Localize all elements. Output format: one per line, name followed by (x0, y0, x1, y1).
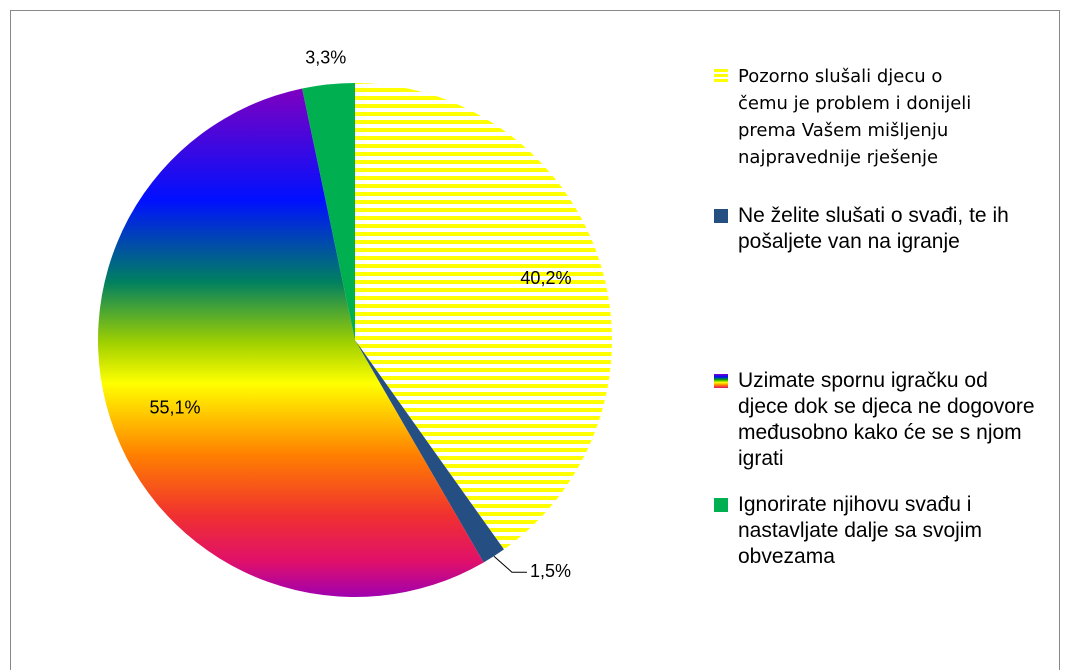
legend-label: Ignorirate njihovu svađu i nastavljate d… (738, 493, 982, 568)
data-label: 55,1% (149, 398, 200, 418)
pie-slice (355, 340, 504, 563)
legend-label: Uzimate spornu igračku od djece dok se d… (738, 369, 1035, 470)
legend-label: Ne želite slušati o svađi, te ih pošalje… (738, 204, 1009, 253)
leader-line (493, 555, 527, 573)
data-label: 1,5% (530, 561, 571, 581)
legend-swatch (714, 69, 728, 83)
pie-slice (355, 83, 612, 550)
data-label: 3,3% (305, 48, 346, 68)
legend-swatch (714, 374, 728, 388)
legend-swatch (714, 209, 728, 223)
pie-slice (97, 88, 484, 598)
legend-swatch (714, 498, 728, 512)
legend-label: Pozorno slušali djecu o čemu je problem … (738, 66, 972, 168)
pie-slice (302, 83, 355, 340)
chart-frame (10, 10, 1060, 670)
data-label: 40,2% (520, 268, 571, 288)
